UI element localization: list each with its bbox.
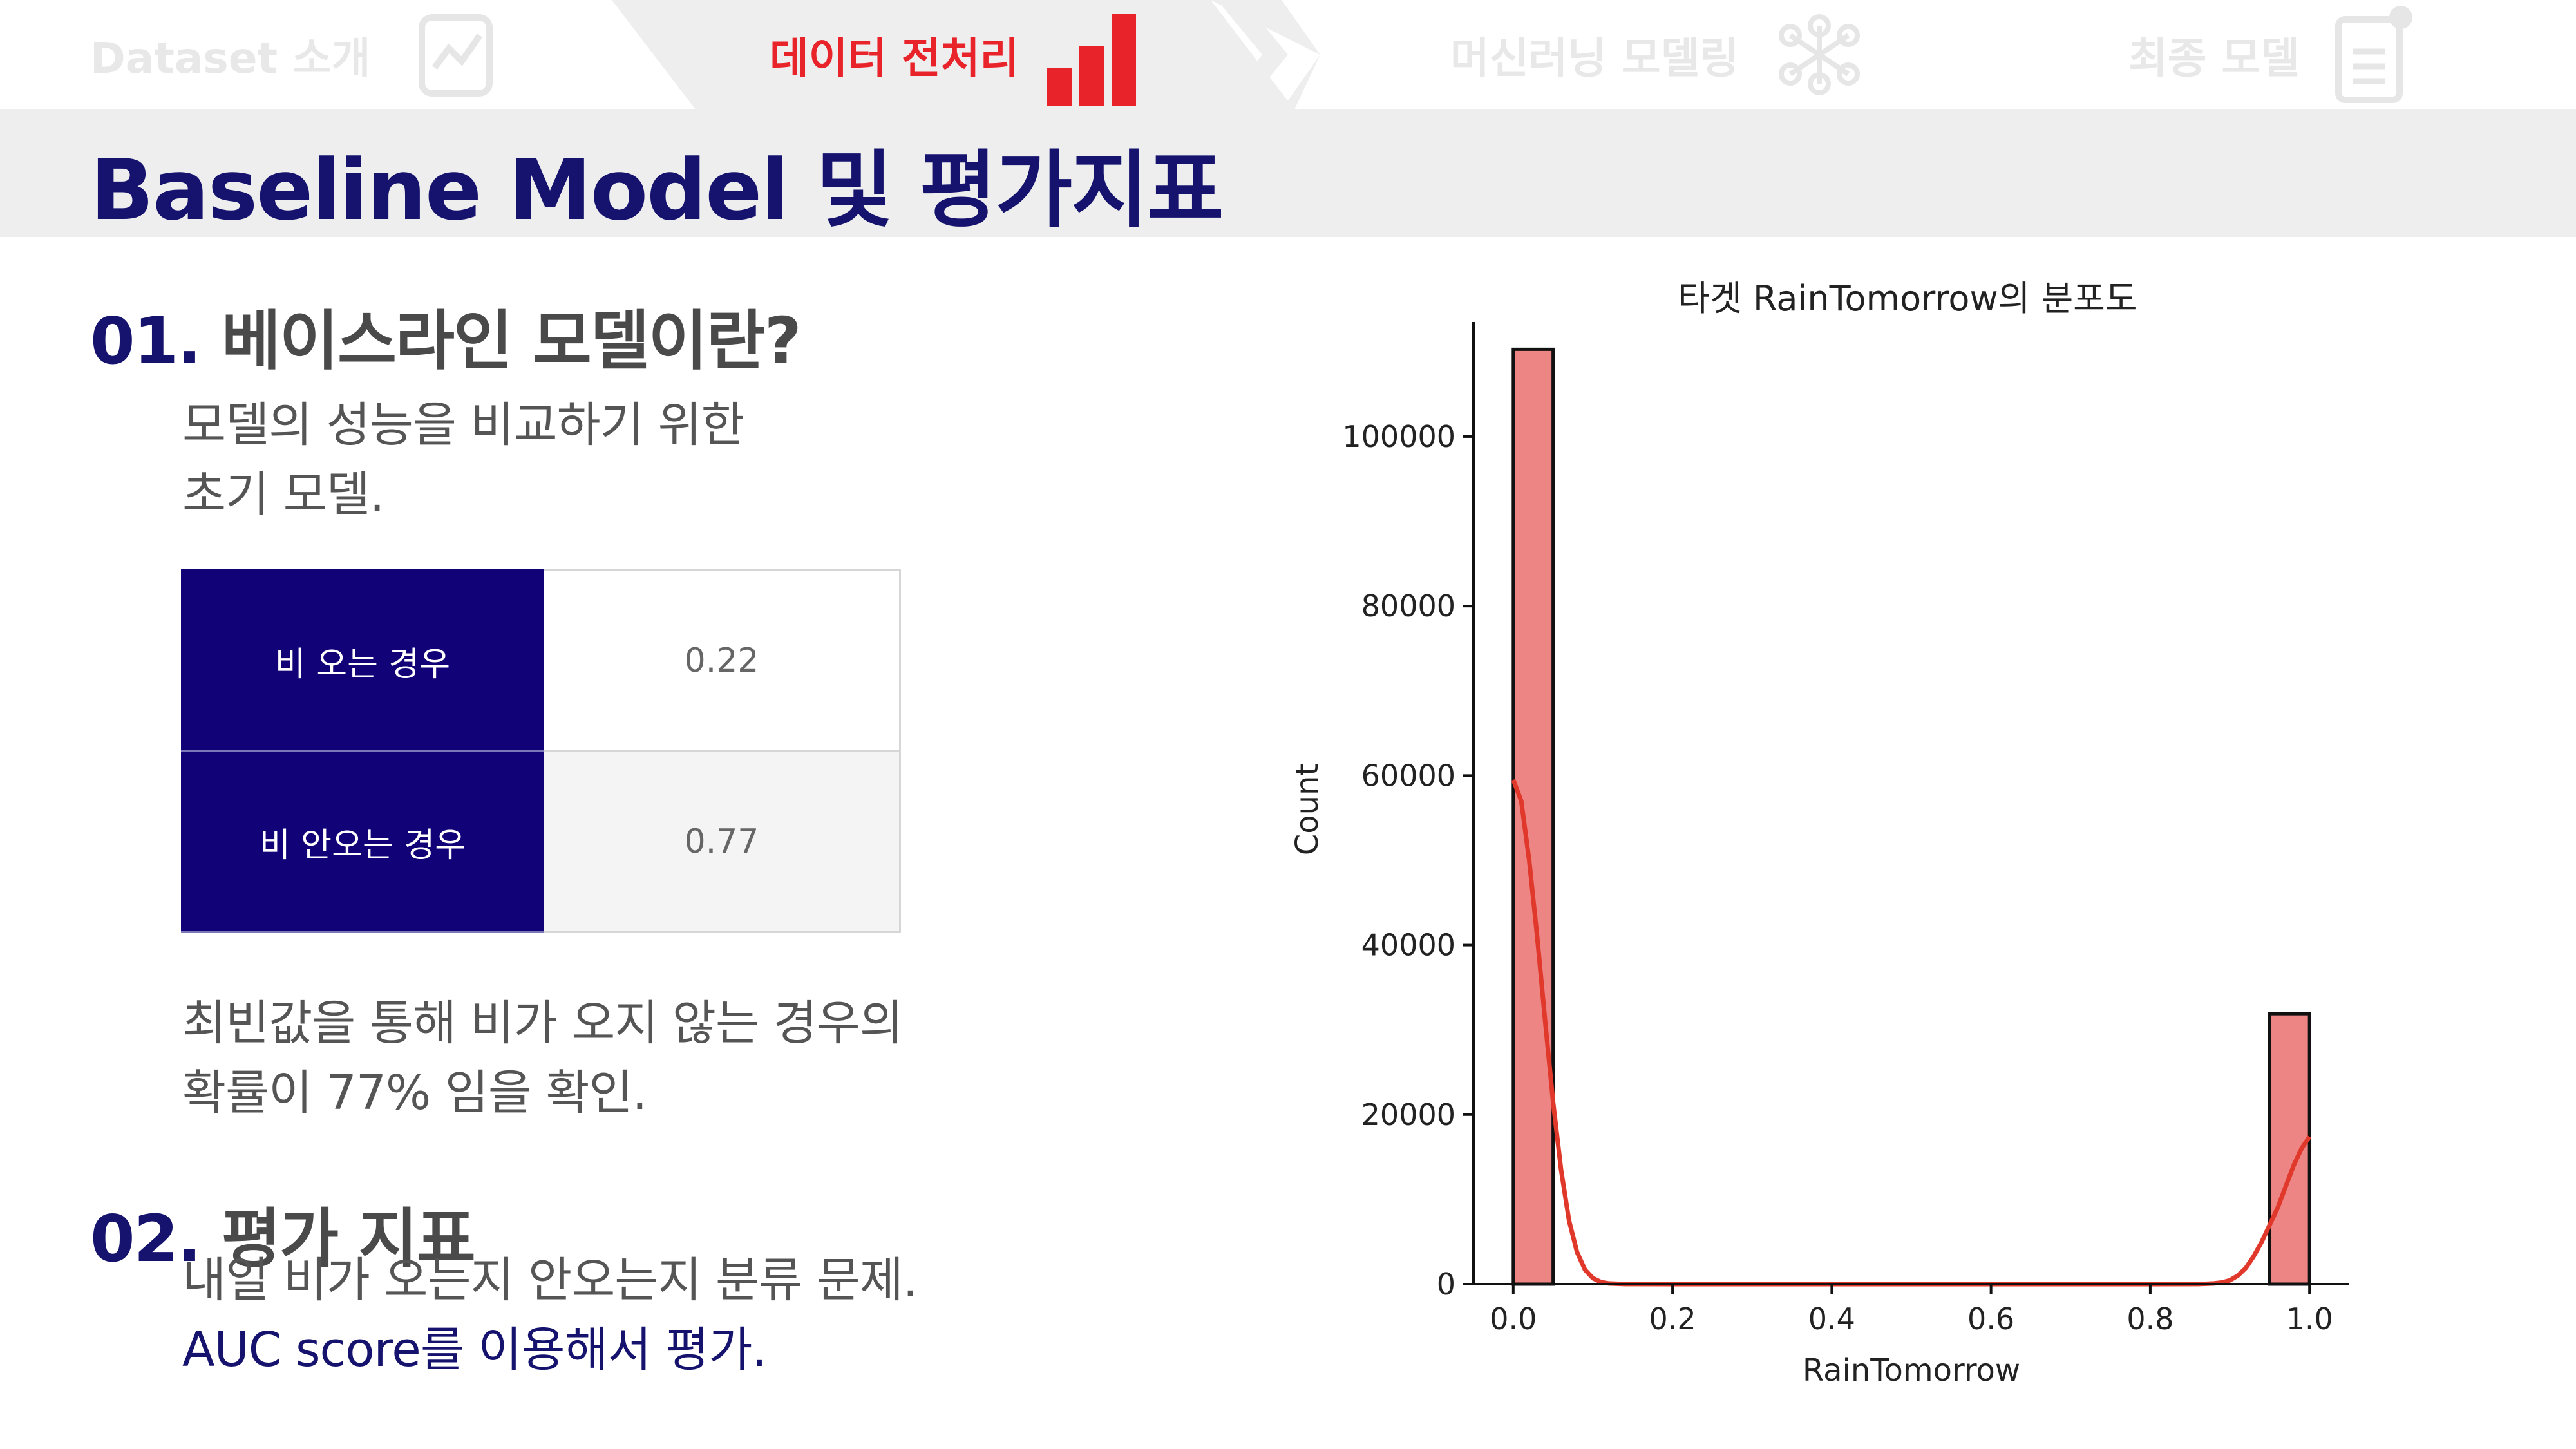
histogram-bar: [1511, 347, 1555, 1286]
nav-step-preprocessing[interactable]: 데이터 전처리: [770, 0, 1145, 109]
section-1-line: 모델의 성능을 비교하기 위한: [182, 397, 745, 453]
section-2-title: 평가 지표: [221, 1201, 476, 1276]
table-label-cell: 비 오는 경우: [181, 569, 544, 752]
neural-network-icon: [1779, 14, 1861, 95]
table-row: 비 안오는 경우 0.77: [181, 750, 901, 933]
section-1-heading: 01. 베이스라인 모델이란?: [90, 289, 802, 382]
page-title: Baseline Model 및 평가지표: [90, 141, 1224, 239]
table-value-cell: 0.77: [542, 750, 901, 933]
table-value-cell: 0.22: [542, 569, 901, 752]
section-1-title: 베이스라인 모델이란?: [221, 303, 802, 379]
nav-chevron: [1217, 0, 1288, 109]
chart-title: 타겟 RainTomorrow의 분포도: [1678, 278, 2137, 319]
nav-step-dataset[interactable]: Dataset 소개: [90, 0, 506, 109]
x-tick-label: 0.4: [1808, 1302, 1855, 1336]
baseline-probability-table: 비 오는 경우 0.22 비 안오는 경우 0.77: [181, 569, 901, 933]
x-tick-label: 1.0: [2286, 1302, 2333, 1336]
y-tick-label: 100000: [1342, 419, 1455, 454]
section-1-line: 초기 모델.: [182, 467, 384, 522]
y-tick-label: 80000: [1361, 589, 1455, 623]
y-tick-label: 40000: [1361, 928, 1455, 963]
table-row: 비 오는 경우 0.22: [181, 569, 901, 752]
section-1-number: 01.: [90, 303, 202, 379]
document-chart-icon: [419, 14, 493, 97]
section-2-accent-line: AUC score를 이용해서 평가.: [182, 1322, 767, 1378]
nav-step-label: 머신러닝 모델링: [1450, 33, 1739, 83]
section-1-note-line: 최빈값을 통해 비가 오지 않는 경우의: [182, 996, 904, 1051]
section-1-note: 최빈값을 통해 비가 오지 않는 경우의 확률이 77% 임을 확인.: [182, 989, 904, 1128]
x-tick-label: 0.0: [1490, 1302, 1537, 1336]
table-label-cell: 비 안오는 경우: [181, 750, 544, 933]
x-tick-label: 0.8: [2126, 1302, 2174, 1336]
nav-step-final-model[interactable]: 최종 모델: [2128, 0, 2419, 109]
y-tick-label: 0: [1437, 1267, 1455, 1302]
bar-chart-icon: [1047, 14, 1137, 106]
report-document-icon: [2334, 6, 2412, 103]
nav-step-modeling[interactable]: 머신러닝 모델링: [1450, 0, 1868, 109]
nav-step-label: 최종 모델: [2128, 33, 2300, 83]
nav-step-label: Dataset 소개: [90, 33, 371, 83]
section-2-line: 내일 비가 오는지 안오는지 분류 문제.: [182, 1253, 918, 1308]
raintomorrow-histogram: 타겟 RainTomorrow의 분포도 0.0 0.2 0.4 0.6 0.8 1.0 0 2…: [1289, 278, 2349, 1388]
section-2-heading: 02. 평가 지표: [90, 1186, 476, 1280]
section-1-description: 모델의 성능을 비교하기 위한 초기 모델.: [182, 390, 745, 529]
y-axis-label: Count: [1289, 764, 1325, 856]
title-band: [0, 109, 2576, 237]
nav-step-label: 데이터 전처리: [770, 33, 1019, 83]
y-tick-label: 20000: [1361, 1097, 1455, 1132]
x-axis-label: RainTomorrow: [1803, 1352, 2020, 1388]
section-2-number: 02.: [90, 1201, 202, 1276]
x-tick-label: 0.2: [1649, 1302, 1696, 1336]
section-1-note-line: 확률이 77% 임을 확인.: [182, 1065, 647, 1121]
kde-line: [1511, 779, 2312, 1287]
process-nav: Dataset 소개 데이터 전처리 머신러닝 모델링 최종 모델: [0, 0, 2576, 109]
x-tick-label: 0.6: [1967, 1302, 2014, 1336]
y-tick-label: 60000: [1361, 758, 1455, 793]
